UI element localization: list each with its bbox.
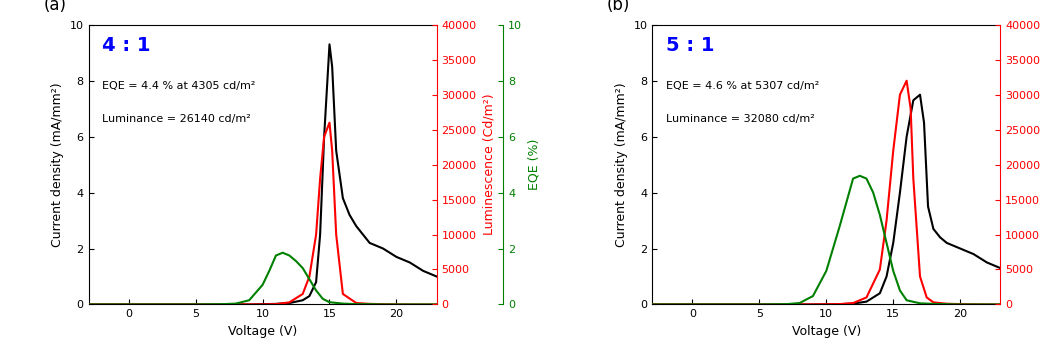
Y-axis label: Current density (mA/mm²): Current density (mA/mm²) (51, 82, 65, 247)
Text: 5 : 1: 5 : 1 (666, 36, 715, 55)
Y-axis label: Current density (mA/mm²): Current density (mA/mm²) (615, 82, 628, 247)
Text: Luminance = 26140 cd/m²: Luminance = 26140 cd/m² (102, 114, 251, 124)
Text: 4 : 1: 4 : 1 (102, 36, 151, 55)
Y-axis label: Luminescence (Cd/m²): Luminescence (Cd/m²) (482, 94, 495, 235)
Text: EQE = 4.4 % at 4305 cd/m²: EQE = 4.4 % at 4305 cd/m² (102, 81, 256, 91)
Text: (a): (a) (44, 0, 67, 13)
X-axis label: Voltage (V): Voltage (V) (228, 325, 297, 338)
Y-axis label: EQE (%): EQE (%) (527, 139, 541, 190)
Text: Luminance = 32080 cd/m²: Luminance = 32080 cd/m² (666, 114, 815, 124)
Text: EQE = 4.6 % at 5307 cd/m²: EQE = 4.6 % at 5307 cd/m² (666, 81, 819, 91)
Text: (b): (b) (607, 0, 630, 13)
X-axis label: Voltage (V): Voltage (V) (792, 325, 861, 338)
